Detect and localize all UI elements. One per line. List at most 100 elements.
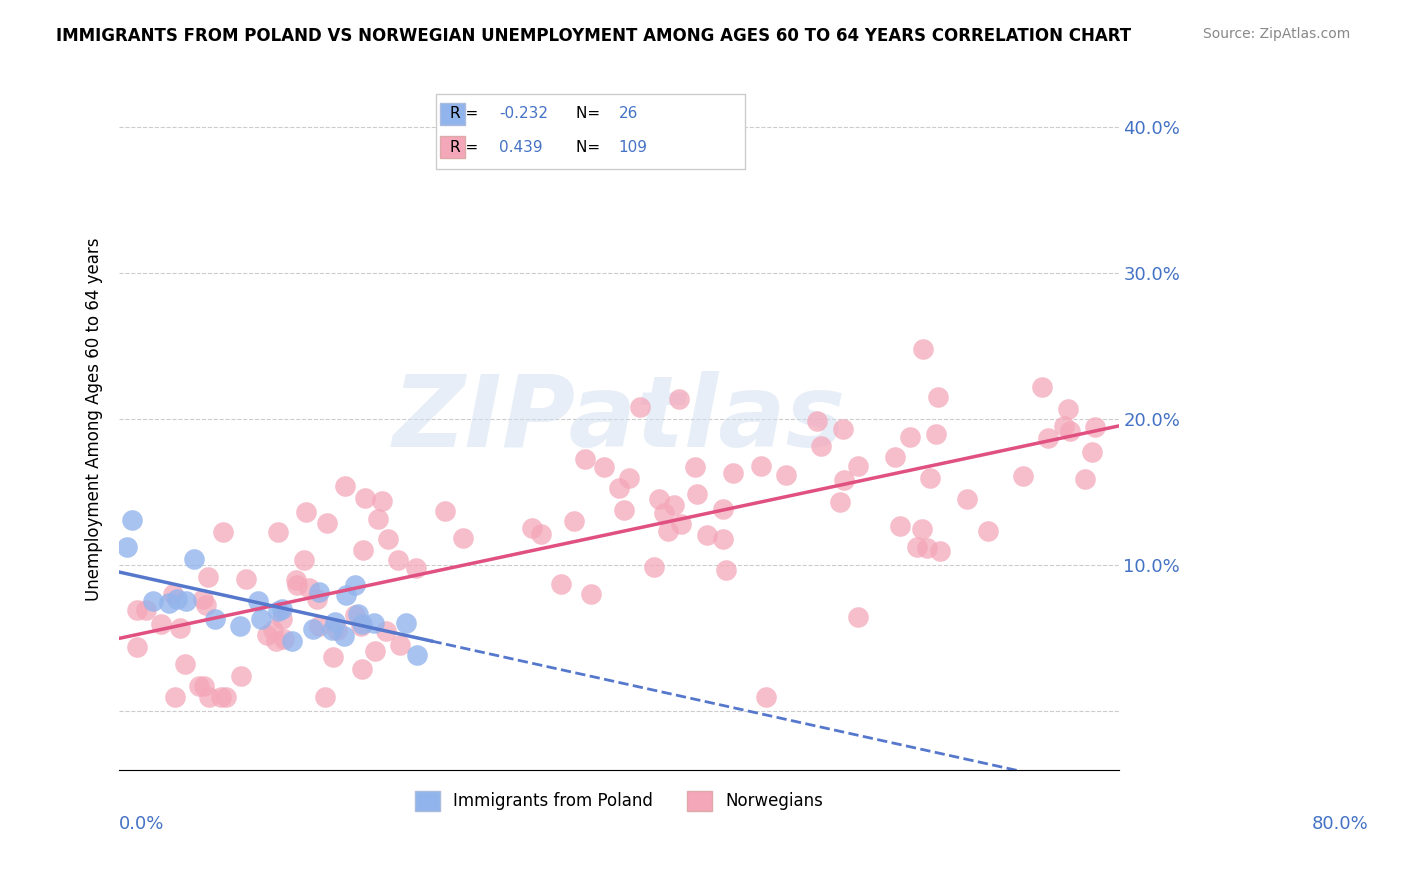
Point xyxy=(354,491,377,505)
Point xyxy=(925,427,948,442)
Point xyxy=(322,650,344,665)
Point xyxy=(749,458,772,473)
Point xyxy=(371,494,394,508)
Point xyxy=(195,599,218,613)
Point xyxy=(193,679,215,693)
Point xyxy=(364,644,387,658)
Point xyxy=(810,439,832,453)
Text: 80.0%: 80.0% xyxy=(1312,815,1368,833)
Point xyxy=(335,478,357,492)
Point xyxy=(451,531,474,545)
Point xyxy=(173,657,195,671)
Point xyxy=(307,591,329,606)
Legend: Immigrants from Poland, Norwegians: Immigrants from Poland, Norwegians xyxy=(408,784,830,818)
Text: -0.232: -0.232 xyxy=(499,106,548,120)
Point xyxy=(562,514,585,528)
Point xyxy=(1031,380,1053,394)
Point xyxy=(347,607,370,621)
Text: Source: ZipAtlas.com: Source: ZipAtlas.com xyxy=(1202,27,1350,41)
Point xyxy=(387,553,409,567)
Point xyxy=(212,524,235,539)
Point xyxy=(1084,419,1107,434)
Point xyxy=(912,342,935,356)
Point xyxy=(187,679,209,693)
Point xyxy=(846,458,869,473)
Point xyxy=(374,624,396,639)
Point xyxy=(686,487,709,501)
Point xyxy=(669,517,692,532)
Point xyxy=(157,596,180,610)
Point xyxy=(977,524,1000,539)
Point xyxy=(389,638,412,652)
Point xyxy=(846,610,869,624)
Point xyxy=(683,460,706,475)
Point xyxy=(197,569,219,583)
Point xyxy=(166,592,188,607)
Point xyxy=(198,690,221,704)
Point xyxy=(927,390,949,404)
Text: ZIPatlas: ZIPatlas xyxy=(392,371,845,467)
Point xyxy=(1053,419,1076,434)
Y-axis label: Unemployment Among Ages 60 to 64 years: Unemployment Among Ages 60 to 64 years xyxy=(86,237,103,601)
Point xyxy=(668,392,690,407)
Point xyxy=(267,604,290,618)
Point xyxy=(271,602,294,616)
Point xyxy=(235,572,257,586)
Point xyxy=(550,577,572,591)
Point xyxy=(270,612,292,626)
Point xyxy=(696,528,718,542)
Point xyxy=(343,578,366,592)
Point xyxy=(574,452,596,467)
Point xyxy=(231,668,253,682)
Point xyxy=(434,504,457,518)
Text: 0.0%: 0.0% xyxy=(120,815,165,833)
Point xyxy=(832,473,855,487)
Point xyxy=(350,619,373,633)
Point xyxy=(806,414,828,428)
Point xyxy=(1059,424,1081,438)
Point xyxy=(363,615,385,630)
Point xyxy=(662,499,685,513)
Point xyxy=(125,640,148,655)
Point xyxy=(135,603,157,617)
Point xyxy=(352,542,374,557)
Point xyxy=(579,586,602,600)
Point xyxy=(264,634,287,648)
Point xyxy=(367,512,389,526)
Point xyxy=(335,588,357,602)
Point xyxy=(294,505,316,519)
Point xyxy=(1036,431,1059,445)
Point xyxy=(344,608,367,623)
Point xyxy=(273,632,295,646)
Point xyxy=(302,623,325,637)
Point xyxy=(174,594,197,608)
Point xyxy=(350,662,373,676)
Point xyxy=(162,586,184,600)
Point xyxy=(169,621,191,635)
Point xyxy=(321,623,343,637)
Point xyxy=(267,525,290,540)
Point xyxy=(395,615,418,630)
Point xyxy=(775,468,797,483)
Point xyxy=(125,603,148,617)
Point xyxy=(884,450,907,464)
Point xyxy=(918,471,941,485)
Point xyxy=(215,690,238,704)
Point xyxy=(314,690,336,704)
Text: N=: N= xyxy=(576,106,606,120)
Point xyxy=(1081,445,1104,459)
Point xyxy=(204,612,226,626)
Point xyxy=(326,623,349,637)
Point xyxy=(377,532,399,546)
Point xyxy=(915,541,938,555)
Point xyxy=(256,628,278,642)
Point xyxy=(333,629,356,643)
Point xyxy=(249,611,271,625)
Point xyxy=(183,552,205,566)
Text: R =: R = xyxy=(450,106,484,120)
Point xyxy=(297,582,319,596)
Point xyxy=(898,430,921,444)
Point xyxy=(308,585,330,599)
Point xyxy=(350,616,373,631)
Point xyxy=(956,491,979,506)
